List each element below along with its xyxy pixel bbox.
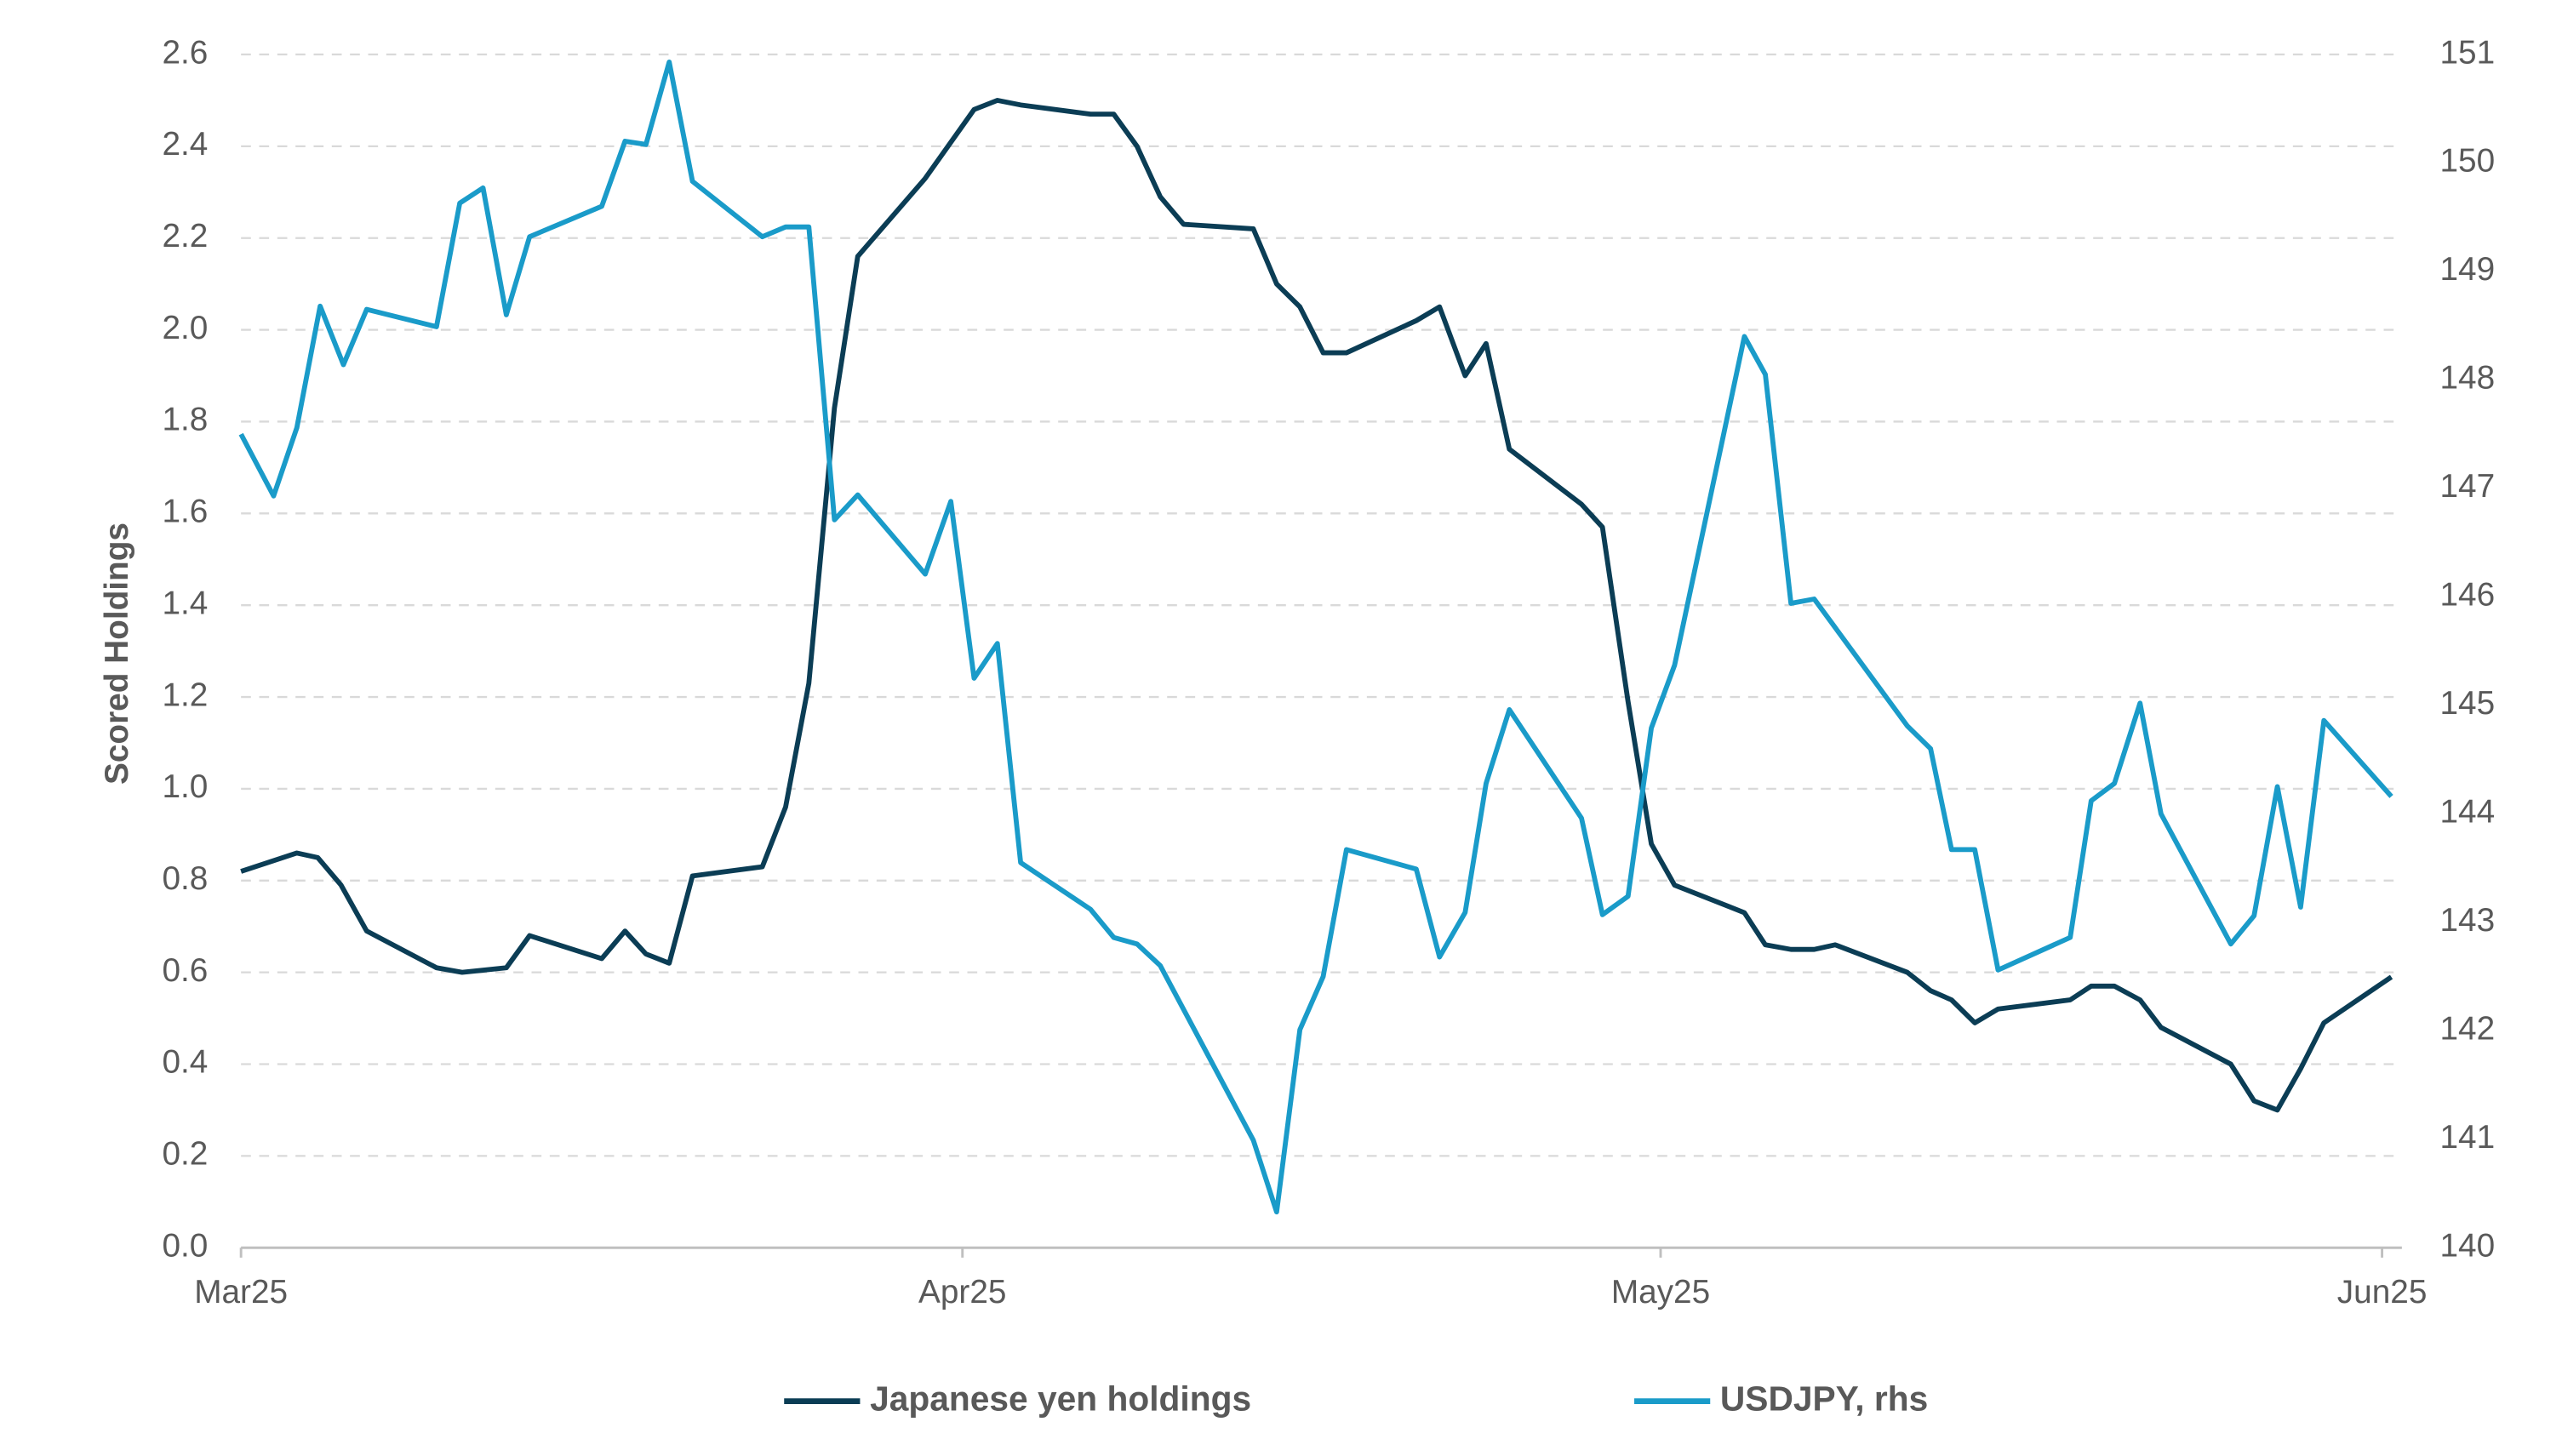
y2-tick-label: 141 [2439,1119,2495,1156]
y2-tick-label: 149 [2439,251,2495,288]
y2-tick-label: 145 [2439,685,2495,722]
y-axis-label: Scored Holdings [99,522,135,785]
y-tick-label: 0.8 [162,860,208,897]
y2-tick-label: 143 [2439,902,2495,939]
y2-tick-label: 146 [2439,577,2495,614]
y-tick-label: 0.0 [162,1227,208,1264]
y-tick-label: 2.0 [162,310,208,346]
y-tick-label: 1.0 [162,768,208,805]
legend-label: Japanese yen holdings [870,1379,1251,1418]
y2-tick-label: 150 [2439,143,2495,180]
y-tick-label: 2.6 [162,34,208,71]
y2-tick-label: 147 [2439,468,2495,505]
x-tick-label: Apr25 [918,1274,1006,1310]
y-tick-label: 0.6 [162,952,208,989]
y-tick-label: 2.4 [162,126,208,163]
y-tick-label: 0.2 [162,1136,208,1173]
x-tick-label: Mar25 [194,1274,288,1310]
y-tick-label: 2.2 [162,218,208,254]
y-tick-label: 0.4 [162,1044,208,1081]
x-tick-label: Jun25 [2337,1274,2428,1310]
y2-tick-label: 148 [2439,360,2495,397]
y2-tick-label: 140 [2439,1227,2495,1264]
series-line [238,60,2393,1215]
y2-tick-label: 144 [2439,794,2495,831]
y-tick-label: 1.2 [162,677,208,713]
y-tick-label: 1.8 [162,402,208,438]
legend-label: USDJPY, rhs [1720,1379,1928,1418]
series-line [240,98,2393,1113]
y-tick-label: 1.4 [162,585,208,621]
y2-tick-label: 142 [2439,1011,2495,1048]
y-tick-label: 1.6 [162,494,208,530]
y2-tick-label: 151 [2439,34,2495,71]
x-tick-label: May25 [1611,1274,1710,1310]
